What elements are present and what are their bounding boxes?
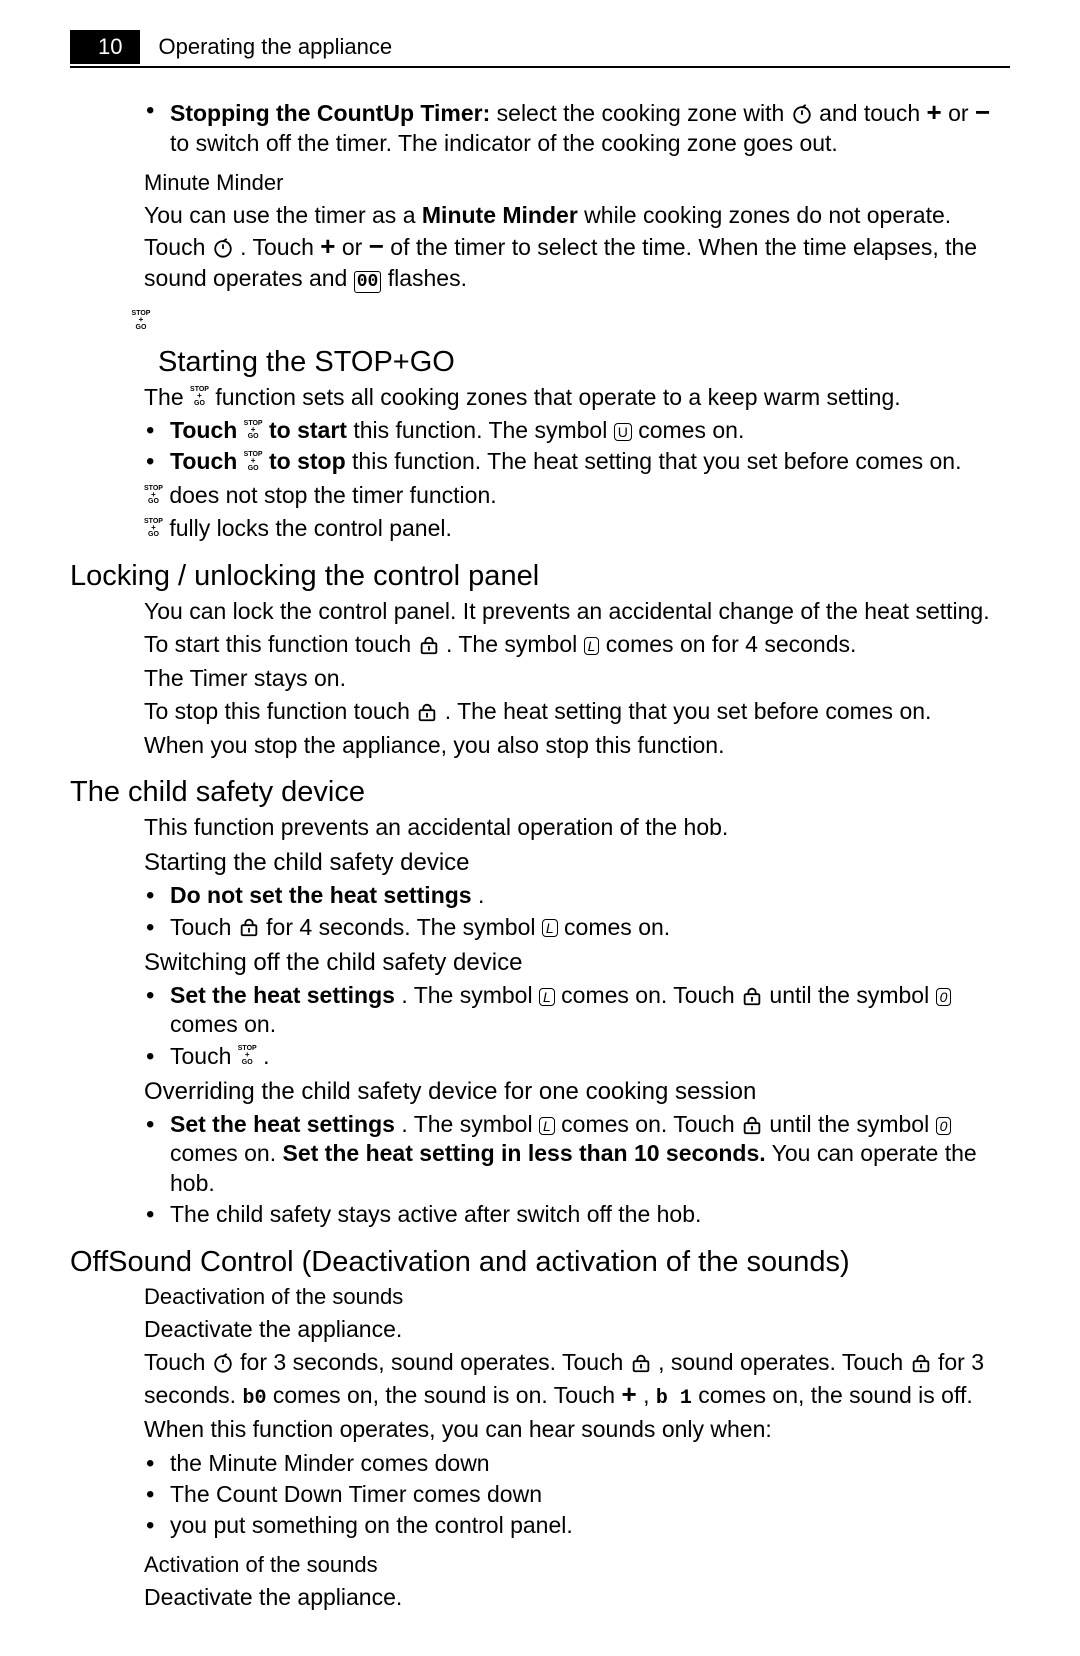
stopgo-title: Starting the STOP+GO	[158, 346, 1010, 379]
minus-icon: −	[369, 231, 384, 261]
sound-title: OffSound Control (Deactivation and activ…	[70, 1246, 1010, 1279]
lock-icon	[741, 985, 763, 1007]
child-override-b1: Set the heat settings . The symbol L com…	[144, 1110, 1010, 1198]
display-00-icon: 00	[354, 271, 382, 293]
child-title: The child safety device	[70, 776, 1010, 809]
display-u-icon: U	[614, 423, 632, 441]
display-0-icon: 0	[936, 988, 952, 1006]
child-start-b2: Touch for 4 seconds. The symbol L comes …	[144, 913, 1010, 942]
timer-icon	[212, 1352, 234, 1374]
countup-bullet: Stopping the CountUp Timer: select the c…	[144, 96, 1010, 159]
header-section: Operating the appliance	[158, 34, 392, 60]
lock-icon	[910, 1352, 932, 1374]
display-b1-icon: b 1	[656, 1387, 692, 1410]
lock-icon	[418, 634, 440, 656]
child-start-b1: Do not set the heat settings .	[144, 881, 1010, 910]
display-l-icon: L	[584, 637, 600, 655]
lock-p3: The Timer stays on.	[144, 664, 1010, 693]
sound-p1: Deactivate the appliance.	[144, 1315, 1010, 1344]
stopgo-icon: STOP+GO	[144, 485, 163, 505]
minute-minder-body: You can use the timer as a Minute Minder…	[144, 201, 1010, 294]
lock-p2: To start this function touch . The symbo…	[144, 630, 1010, 659]
lock-icon	[238, 916, 260, 938]
lock-icon	[630, 1352, 652, 1374]
sound-p2: Touch for 3 seconds, sound operates. Tou…	[144, 1348, 1010, 1411]
lock-icon	[741, 1114, 763, 1136]
sound-deact-heading: Deactivation of the sounds	[144, 1283, 1010, 1311]
child-off-heading: Switching off the child safety device	[144, 948, 1010, 979]
timer-icon	[212, 237, 234, 259]
stopgo-start-bullet: Touch STOP+GO to start this function. Th…	[144, 416, 1010, 445]
sound-b3: you put something on the control panel.	[144, 1511, 1010, 1540]
page-header: 10 Operating the appliance	[70, 30, 1010, 68]
plus-icon: +	[320, 231, 335, 261]
stopgo-icon: STOP+GO	[190, 386, 209, 406]
minute-minder-heading: Minute Minder	[144, 169, 1010, 197]
lock-icon	[416, 701, 438, 723]
sound-p4: Deactivate the appliance.	[144, 1583, 1010, 1612]
child-override-b2: The child safety stays active after swit…	[144, 1200, 1010, 1229]
display-l-icon: L	[542, 919, 558, 937]
stopgo-stop-bullet: Touch STOP+GO to stop this function. The…	[144, 447, 1010, 476]
stopgo-icon: STOP+GO	[244, 451, 263, 471]
stopgo-icon: STOP+GO	[144, 518, 163, 538]
child-start-heading: Starting the child safety device	[144, 848, 1010, 879]
lock-p5: When you stop the appliance, you also st…	[144, 731, 1010, 760]
sound-b1: the Minute Minder comes down	[144, 1449, 1010, 1478]
sound-p3: When this function operates, you can hea…	[144, 1415, 1010, 1444]
timer-icon	[791, 103, 813, 125]
countup-list: Stopping the CountUp Timer: select the c…	[144, 96, 1010, 159]
lock-p4: To stop this function touch . The heat s…	[144, 697, 1010, 726]
minus-icon: −	[975, 97, 990, 127]
stopgo-icon: STOP+GO	[238, 1045, 257, 1065]
child-p1: This function prevents an accidental ope…	[144, 813, 1010, 842]
lock-title: Locking / unlocking the control panel	[70, 560, 1010, 593]
child-off-b2: Touch STOP+GO .	[144, 1042, 1010, 1071]
lock-p1: You can lock the control panel. It preve…	[144, 597, 1010, 626]
plus-icon: +	[622, 1379, 637, 1409]
stopgo-margin-icon: STOP+GO	[128, 308, 154, 334]
page-number: 10	[70, 30, 140, 64]
sound-b2: The Count Down Timer comes down	[144, 1480, 1010, 1509]
display-b0-icon: b0	[242, 1387, 266, 1410]
child-off-b1: Set the heat settings . The symbol L com…	[144, 981, 1010, 1040]
stopgo-p3: STOP+GO fully locks the control panel.	[144, 514, 1010, 543]
display-0-icon: 0	[936, 1117, 952, 1135]
stopgo-p1: The STOP+GO function sets all cooking zo…	[144, 383, 1010, 412]
sound-act-heading: Activation of the sounds	[144, 1551, 1010, 1579]
display-l-icon: L	[539, 1117, 555, 1135]
stopgo-p2: STOP+GO does not stop the timer function…	[144, 481, 1010, 510]
stopgo-icon: STOP+GO	[244, 420, 263, 440]
child-override-heading: Overriding the child safety device for o…	[144, 1077, 1010, 1108]
plus-icon: +	[927, 97, 942, 127]
display-l-icon: L	[539, 988, 555, 1006]
